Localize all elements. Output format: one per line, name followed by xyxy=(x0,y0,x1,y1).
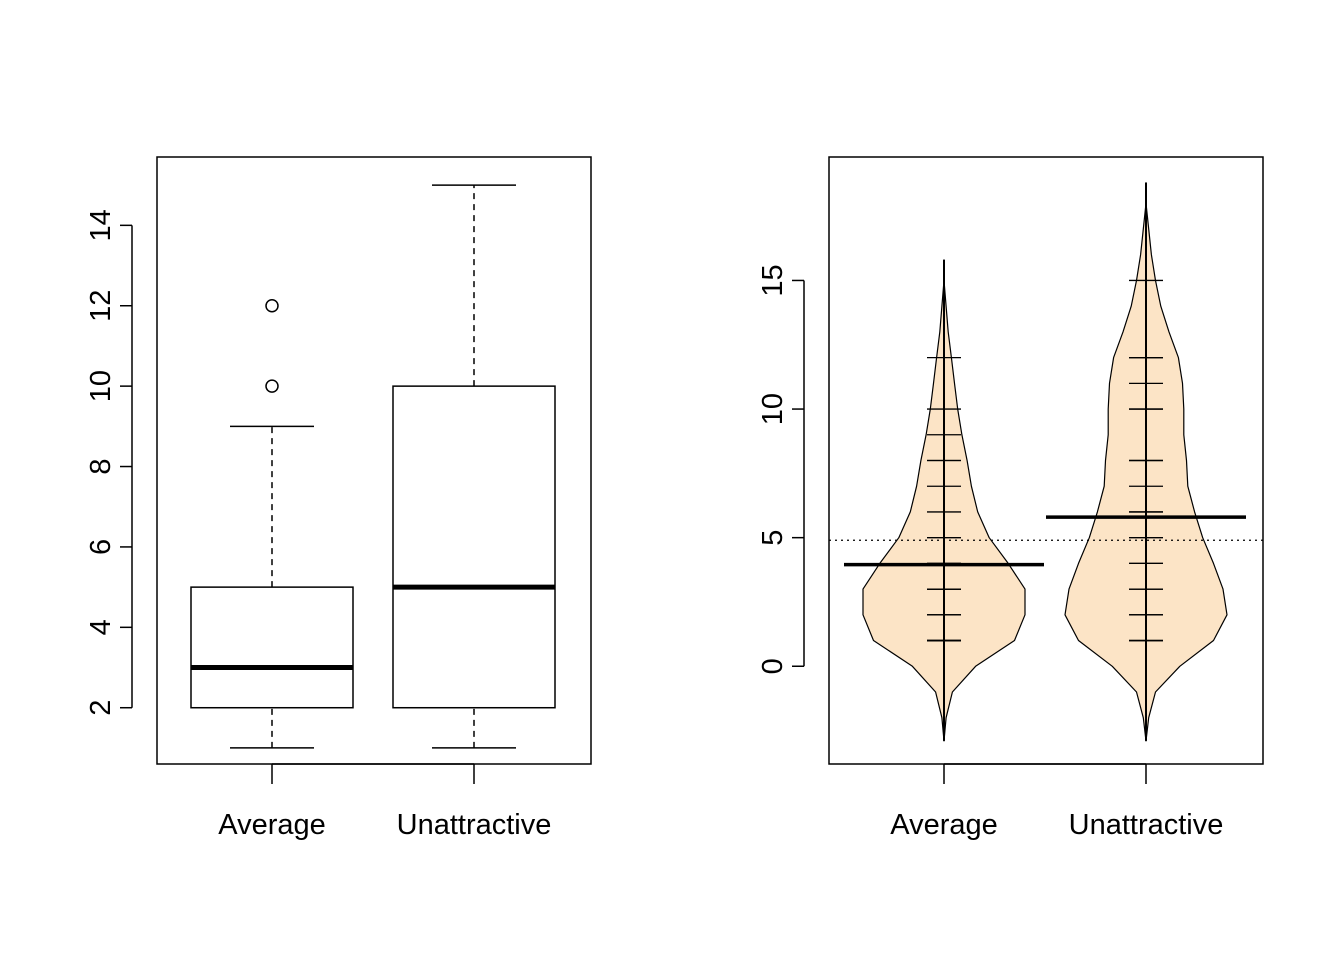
y-tick-label: 6 xyxy=(85,539,117,555)
y-tick-label: 12 xyxy=(85,290,117,322)
outlier-point xyxy=(265,298,279,313)
boxplot-panel: 2 4 6 8 10 12 14 Average Unattractive xyxy=(85,156,592,841)
y-tick-label: 15 xyxy=(757,264,789,296)
y-tick-label: 14 xyxy=(85,209,117,241)
y-tick-label: 2 xyxy=(85,700,117,716)
y-tick-label: 4 xyxy=(85,619,117,635)
boxplot-x-tick-label: Unattractive xyxy=(397,809,552,841)
y-tick-label: 5 xyxy=(757,530,789,546)
boxplot-marks xyxy=(190,184,556,749)
pirateplot-marks xyxy=(829,182,1263,742)
y-tick-label: 8 xyxy=(85,458,117,474)
boxplot-y-axis: 2 4 6 8 10 12 14 xyxy=(85,209,133,716)
iqr-box xyxy=(190,586,354,709)
y-tick-label: 0 xyxy=(757,658,789,674)
boxplot-x-axis: Average Unattractive xyxy=(218,763,552,841)
boxplot-x-tick-label: Average xyxy=(218,809,326,841)
iqr-box xyxy=(392,385,556,709)
outlier-point xyxy=(265,379,279,393)
pirateplot-y-axis: 0 5 10 15 xyxy=(757,264,805,674)
y-tick-label: 10 xyxy=(85,370,117,402)
pirateplot-panel: 0 5 10 15 Average Unattractive xyxy=(757,156,1264,841)
y-tick-label: 10 xyxy=(757,393,789,425)
pirateplot-x-axis: Average Unattractive xyxy=(890,763,1224,841)
pirateplot-x-tick-label: Average xyxy=(890,809,998,841)
pirateplot-x-tick-label: Unattractive xyxy=(1069,809,1224,841)
